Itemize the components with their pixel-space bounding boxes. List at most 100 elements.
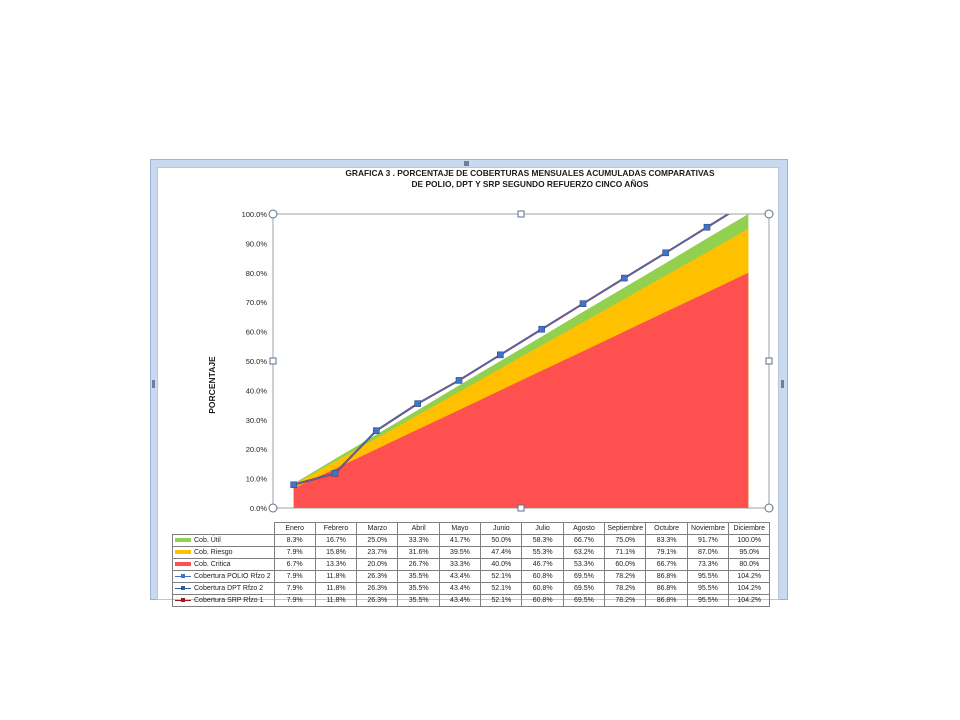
table-cell: 80.0% <box>728 558 771 571</box>
table-row: Cobertura SRP Rfzo 1 7.9% 11.8% 26.3% 35.5% 4… <box>172 594 771 607</box>
polio-point-marker[interactable] <box>497 351 504 359</box>
plot-resize-handle[interactable] <box>269 357 277 365</box>
table-cell: 69.5% <box>562 582 606 595</box>
legend-entry: Cobertura DPT Rfzo 2 <box>172 582 275 595</box>
y-tick-label: 70.0% <box>246 298 268 307</box>
y-tick-label: 10.0% <box>246 475 268 484</box>
table-cell: 69.5% <box>562 570 606 583</box>
line-cobertura-polio-rfzo-2[interactable] <box>293 202 749 486</box>
polio-point-marker[interactable] <box>703 223 711 231</box>
polio-point-marker[interactable] <box>290 481 297 489</box>
table-cell: 35.5% <box>397 582 440 595</box>
table-cell: 53.3% <box>562 558 606 571</box>
legend-swatch <box>175 550 191 555</box>
chart-title-line-2: DE POLIO, DPT Y SRP SEGUNDO REFUERZO CIN… <box>411 179 649 189</box>
table-cell: 78.2% <box>604 582 647 595</box>
x-tick-label: Octubre <box>645 522 688 535</box>
legend-entry: Cob. Critica <box>172 558 275 571</box>
x-tick-label: Junio <box>480 522 523 535</box>
polio-point-marker[interactable] <box>538 325 545 333</box>
y-tick-label: 40.0% <box>246 386 268 395</box>
legend-label: Cobertura DPT Rfzo 2 <box>194 585 264 592</box>
table-row: Cob. Critica 6.7% 13.3% 20.0% 26.7% 33.3% 40.0… <box>172 558 771 571</box>
polio-point-marker[interactable] <box>579 300 587 307</box>
plot-resize-handle[interactable] <box>764 209 774 219</box>
polio-point-marker[interactable] <box>331 470 339 477</box>
table-cell: 16.7% <box>314 534 358 547</box>
y-tick-label: 20.0% <box>246 445 268 454</box>
table-cell: 87.0% <box>686 546 730 559</box>
legend-line <box>175 573 191 578</box>
legend-label: Cobertura POLIO Rfzo 2 <box>194 573 271 580</box>
polio-point-marker[interactable] <box>662 249 669 257</box>
table-cell: 95.5% <box>686 570 730 583</box>
table-cell: 39.5% <box>438 546 482 559</box>
table-cell: 75.0% <box>604 534 647 547</box>
table-cell: 66.7% <box>645 558 688 571</box>
table-cell: 95.5% <box>686 594 730 607</box>
table-cell: 47.4% <box>480 546 523 559</box>
legend-swatch <box>175 562 191 567</box>
table-cell: 91.7% <box>686 534 730 547</box>
legend-label: Cob. Critica <box>194 561 231 568</box>
area-cob-critica[interactable] <box>293 272 749 508</box>
table-cell: 35.5% <box>397 570 440 583</box>
table-cell: 66.7% <box>562 534 606 547</box>
legend-marker <box>181 585 185 590</box>
plot-resize-handle[interactable] <box>268 503 278 513</box>
table-cell: 83.3% <box>645 534 688 547</box>
polio-point-marker[interactable] <box>745 199 751 205</box>
table-cell: 86.8% <box>645 582 688 595</box>
table-cell: 58.3% <box>521 534 564 547</box>
polio-point-marker[interactable] <box>373 427 380 434</box>
plot-resize-handle[interactable] <box>765 357 773 365</box>
polio-point-marker[interactable] <box>621 274 628 282</box>
table-cell: 52.1% <box>480 594 523 607</box>
plot-resize-handle[interactable] <box>268 209 278 219</box>
plot-area-frame <box>268 209 774 513</box>
table-cell: 95.0% <box>728 546 771 559</box>
polio-point-marker[interactable] <box>455 377 463 384</box>
table-cell: 60.8% <box>521 582 564 595</box>
table-cell: 52.1% <box>480 582 523 595</box>
table-cell: 95.5% <box>686 582 730 595</box>
resize-handle-top[interactable] <box>464 161 469 166</box>
y-tick-label: 0.0% <box>250 504 267 513</box>
x-tick-label: Noviembre <box>686 522 730 535</box>
table-cell: 26.7% <box>397 558 440 571</box>
chart-title: GRAFICA 3 . PORCENTAJE DE COBERTURAS MEN… <box>250 168 810 190</box>
table-cell: 55.3% <box>521 546 564 559</box>
resize-handle-left[interactable] <box>152 380 155 388</box>
table-cell: 104.2% <box>728 594 771 607</box>
table-cell: 25.0% <box>356 534 399 547</box>
table-cell: 31.6% <box>397 546 440 559</box>
x-tick-label: Enero <box>273 522 316 535</box>
y-tick-label: 60.0% <box>246 328 268 337</box>
table-cell: 8.3% <box>273 534 316 547</box>
legend-entry: Cobertura POLIO Rfzo 2 <box>172 570 275 583</box>
plot-resize-handle[interactable] <box>764 503 774 513</box>
table-cell: 78.2% <box>604 594 647 607</box>
resize-handle-right[interactable] <box>781 380 784 388</box>
table-cell: 41.7% <box>438 534 482 547</box>
plot-resize-handle[interactable] <box>517 504 525 512</box>
table-cell: 6.7% <box>273 558 316 571</box>
legend-line <box>175 585 191 590</box>
chart-title-line-1: GRAFICA 3 . PORCENTAJE DE COBERTURAS MEN… <box>345 168 715 178</box>
table-cell: 60.8% <box>521 570 564 583</box>
table-cell: 73.3% <box>686 558 730 571</box>
x-tick-label: Febrero <box>314 522 358 535</box>
table-cell: 63.2% <box>562 546 606 559</box>
table-row: Cob. Riesgo 7.9% 15.8% 23.7% 31.6% 39.5% 47.4%… <box>172 546 771 559</box>
x-tick-label: Julio <box>521 522 564 535</box>
polio-point-marker[interactable] <box>414 400 421 407</box>
y-tick-label: 90.0% <box>246 239 268 248</box>
y-axis-ticks: 0.0% 10.0% 20.0% 30.0% 40.0% 50.0% 60.0% 70.0% 8… <box>242 210 268 513</box>
plot-resize-handle[interactable] <box>517 210 525 218</box>
table-cell: 78.2% <box>604 570 647 583</box>
table-cell: 26.3% <box>356 570 399 583</box>
y-tick-label: 80.0% <box>246 269 268 278</box>
x-tick-label: Mayo <box>438 522 482 535</box>
table-cell: 7.9% <box>273 582 316 595</box>
